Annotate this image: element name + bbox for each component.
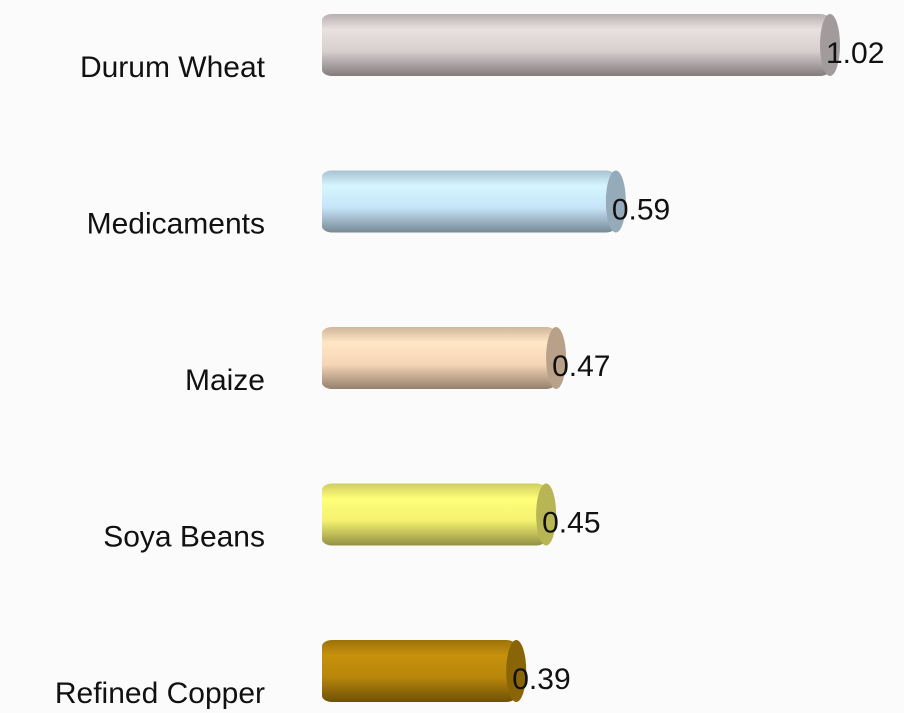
bar <box>322 170 616 233</box>
bar-cap <box>546 327 567 389</box>
bar <box>322 640 517 702</box>
bar-cap <box>536 483 557 546</box>
category-label: Soya Beans <box>103 520 265 553</box>
value-label: 0.47 <box>552 350 610 383</box>
category-label: Maize <box>185 364 265 397</box>
bar <box>322 14 830 76</box>
bar-cap <box>820 14 840 76</box>
category-label: Refined Copper <box>55 677 265 710</box>
bar <box>322 483 547 546</box>
value-label: 0.39 <box>512 663 570 696</box>
value-label: 1.02 <box>826 37 884 70</box>
bar-cap <box>605 170 626 233</box>
bar-cap <box>506 640 527 702</box>
value-label: 0.45 <box>542 506 600 539</box>
category-label: Medicaments <box>87 207 265 240</box>
value-label: 0.59 <box>612 193 670 226</box>
category-label: Durum Wheat <box>80 51 266 84</box>
bar <box>322 327 557 389</box>
